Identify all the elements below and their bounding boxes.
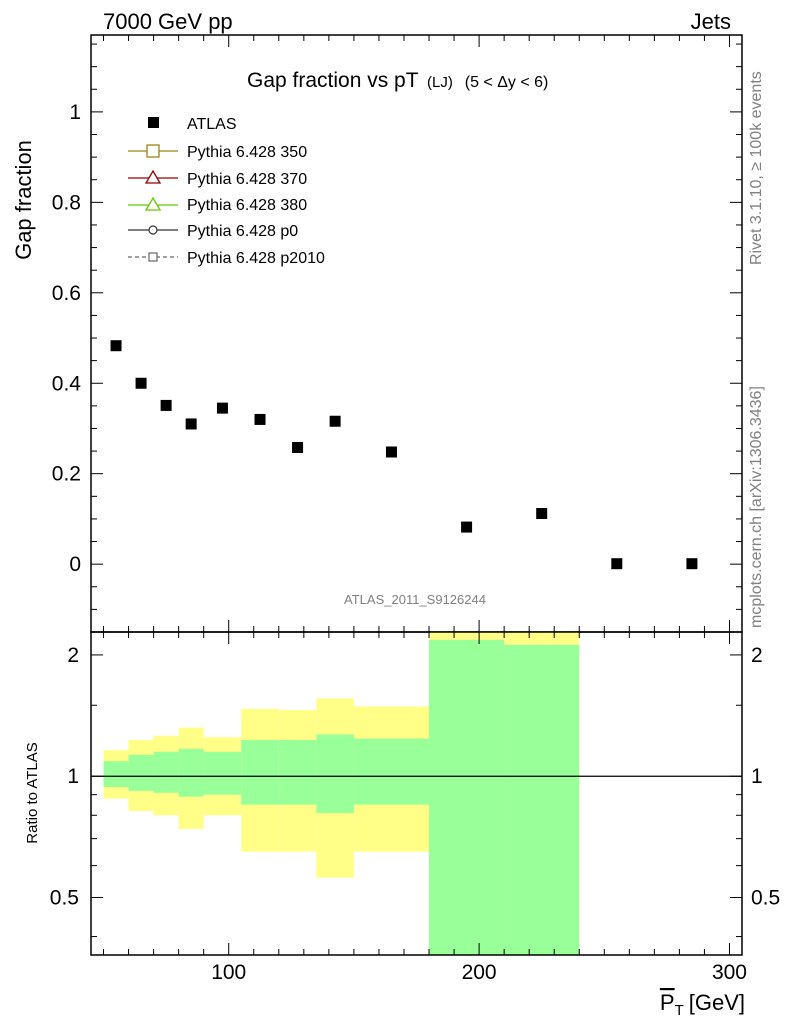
legend-label-370: Pythia 6.428 370: [187, 171, 307, 188]
main-ticks: [91, 35, 742, 632]
watermark: ATLAS_2011_S9126244: [344, 592, 486, 607]
atlas-data-point: [536, 508, 548, 520]
main-ytick-label: 0.2: [52, 463, 81, 486]
ratio-xtick-labels: 100 200 300: [211, 961, 747, 984]
stat-uncertainty-band: [103, 761, 129, 788]
atlas-data-point: [135, 377, 147, 389]
ratio-ytick-labels: 0.5 0.5 1 1 2 2: [50, 644, 780, 910]
legend-label-atlas: ATLAS: [187, 116, 237, 133]
legend-marker-atlas: [148, 117, 159, 128]
title-main: Gap fraction vs pT: [247, 69, 419, 92]
ratio-ylabel: Ratio to ATLAS: [24, 742, 41, 843]
atlas-data-point: [216, 402, 228, 414]
xtick-label: 300: [712, 961, 747, 984]
chart-title: Gap fraction vs pT (LJ) (5 < Δy < 6): [247, 69, 548, 92]
ratio-ticks: [91, 632, 742, 955]
ratio-bands: [103, 632, 580, 955]
stat-uncertainty-band: [241, 739, 279, 805]
data-points: [110, 340, 698, 570]
legend-marker-p2010: [148, 252, 158, 262]
ratio-ytick-label-right: 0.5: [751, 887, 780, 910]
stat-uncertainty-band: [504, 644, 580, 955]
atlas-data-point: [611, 558, 623, 570]
title-cond: (5 < Δy < 6): [465, 74, 549, 91]
legend-marker-p0: [148, 225, 158, 235]
xlabel-sub: T: [675, 1002, 684, 1019]
ratio-ytick-label-left: 1: [67, 765, 79, 788]
ratio-ytick-label-left: 0.5: [50, 887, 79, 910]
atlas-data-point: [686, 558, 698, 570]
main-ytick-label: 0.8: [52, 191, 81, 214]
legend: ATLAS Pythia 6.428 350 Pythia 6.428 370 …: [128, 116, 325, 267]
main-ytick-label: 0.4: [52, 372, 82, 395]
ratio-panel: 0.5 0.5 1 1 2 2 100 200 300 Ratio to ATLAS PT [G…: [24, 631, 780, 1019]
stat-uncertainty-band: [153, 751, 179, 793]
atlas-data-point: [160, 399, 172, 411]
header-right: Jets: [691, 9, 731, 34]
main-ytick-labels: 0 0.2 0.4 0.6 0.8 1: [52, 101, 82, 576]
atlas-data-point: [110, 340, 122, 352]
stat-uncertainty-band: [128, 754, 154, 791]
main-ytick-label: 0.6: [52, 282, 81, 305]
ratio-ytick-label-right: 1: [751, 765, 763, 788]
main-ytick-label: 1: [69, 101, 81, 124]
xtick-label: 200: [462, 961, 497, 984]
legend-label-380: Pythia 6.428 380: [187, 197, 307, 214]
stat-uncertainty-band: [353, 738, 430, 805]
stat-uncertainty-band: [203, 751, 242, 795]
x-axis-label: PT [GeV]: [660, 990, 745, 1019]
stat-uncertainty-band: [278, 739, 317, 805]
atlas-data-point: [185, 418, 197, 430]
mcplots-label: mcplots.cern.ch [arXiv:1306.3436]: [748, 386, 765, 628]
stat-uncertainty-band: [316, 734, 354, 814]
ratio-frame: [90, 631, 743, 956]
header-left: 7000 GeV pp: [103, 9, 233, 34]
main-panel: 0 0.2 0.4 0.6 0.8 1 Gap fraction Gap fraction…: [11, 34, 743, 633]
stat-uncertainty-band: [178, 748, 204, 797]
xlabel-main: P: [660, 990, 675, 1015]
legend-label-p0: Pythia 6.428 p0: [187, 223, 298, 240]
atlas-data-point: [254, 413, 266, 425]
atlas-data-point: [329, 415, 341, 427]
ratio-ytick-label-left: 2: [67, 644, 79, 667]
atlas-data-point: [385, 446, 397, 458]
legend-marker-380: [144, 196, 162, 211]
atlas-data-point: [292, 441, 304, 453]
atlas-data-point: [461, 521, 473, 533]
title-sub: (LJ): [427, 74, 453, 91]
legend-marker-350: [146, 144, 160, 158]
xlabel-unit: [GeV]: [689, 990, 745, 1015]
legend-marker-370: [144, 169, 162, 184]
legend-label-350: Pythia 6.428 350: [187, 144, 307, 161]
stat-uncertainty-band: [429, 639, 505, 955]
xtick-label: 100: [211, 961, 246, 984]
main-ylabel: Gap fraction: [11, 140, 36, 260]
ratio-ytick-label-right: 2: [751, 644, 763, 667]
main-ytick-label: 0: [69, 553, 81, 576]
legend-label-p2010: Pythia 6.428 p2010: [187, 250, 325, 267]
rivet-label: Rivet 3.1.10, ≥ 100k events: [748, 71, 765, 265]
